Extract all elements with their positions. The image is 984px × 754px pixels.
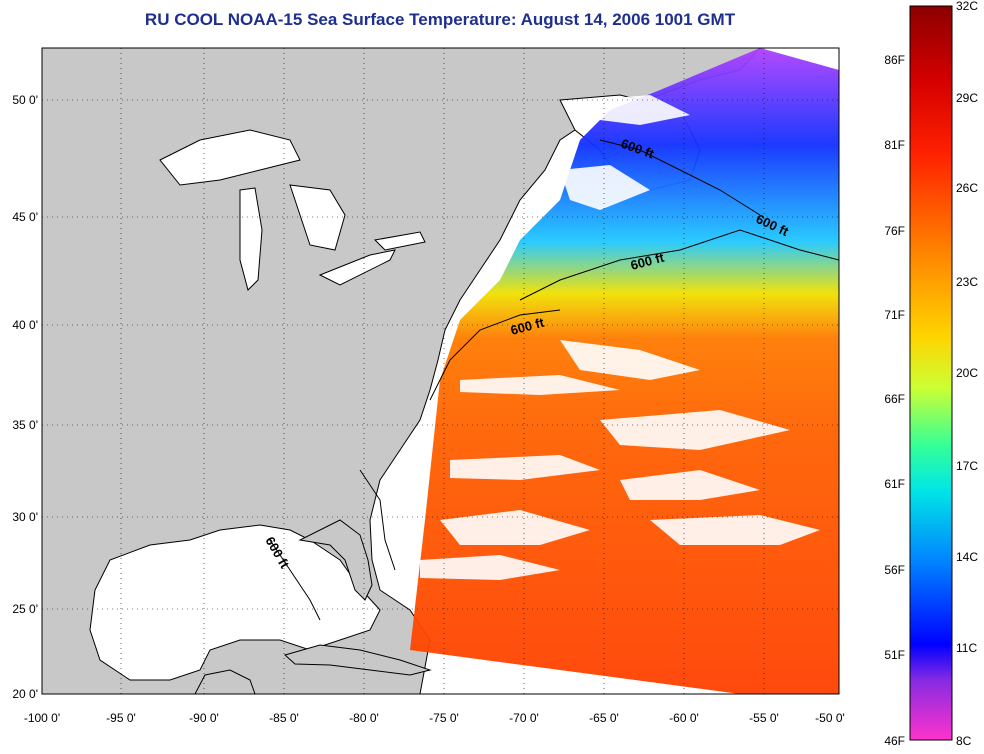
cuba [283,644,432,676]
lon-label: -80 0' [349,711,379,725]
celsius-label: 17C [956,459,978,473]
fahrenheit-label: 56F [884,563,905,577]
lat-label: 20 0' [12,687,38,701]
colorbar-fahrenheit-labels: 86F 81F 76F 71F 66F 61F 56F 51F 46F [884,53,905,748]
lake-ontario [373,231,426,251]
celsius-label: 26C [956,181,978,195]
lon-label: -60 0' [669,711,699,725]
fahrenheit-label: 81F [884,138,905,152]
latitude-labels: 50 0' 45 0' 40 0' 35 0' 30 0' 25 0' 20 0… [12,93,38,701]
lat-label: 40 0' [12,318,38,332]
lon-label: -75 0' [429,711,459,725]
temperature-colorbar [909,5,953,741]
lat-label: 25 0' [12,602,38,616]
celsius-label: 14C [956,550,978,564]
lon-label: -100 0' [24,711,60,725]
lake-michigan [239,187,263,291]
lake-huron [289,184,346,251]
lake-superior [159,129,301,186]
celsius-label: 11C [956,641,977,655]
lon-label: -85 0' [269,711,299,725]
celsius-label: 29C [956,91,978,105]
depth-contours [269,139,839,621]
fahrenheit-label: 71F [884,308,905,322]
lake-erie [318,249,396,286]
fahrenheit-label: 51F [884,648,905,662]
lat-label: 50 0' [12,93,38,107]
lon-label: -65 0' [589,711,619,725]
celsius-label: 20C [956,366,978,380]
lon-label: -90 0' [189,711,219,725]
lon-label: -55 0' [749,711,779,725]
lat-label: 30 0' [12,510,38,524]
cloud-cover [420,95,820,580]
lon-label: -95 0' [106,711,136,725]
celsius-label: 23C [956,275,978,289]
celsius-label: 8C [956,734,972,748]
lat-label: 35 0' [12,418,38,432]
lat-label: 45 0' [12,210,38,224]
fahrenheit-label: 76F [884,224,905,238]
colorbar-celsius-labels: 32C 29C 26C 23C 20C 17C 14C 11C 8C [956,0,978,748]
map-frame [41,47,840,695]
map-title: RU COOL NOAA-15 Sea Surface Temperature:… [144,10,736,29]
yucatan [194,669,256,694]
lon-label: -70 0' [509,711,539,725]
longitude-labels: -100 0' -95 0' -90 0' -85 0' -80 0' -75 … [24,711,845,725]
fahrenheit-label: 46F [884,734,905,748]
fahrenheit-label: 61F [884,477,905,491]
florida-peninsula [298,519,373,601]
celsius-label: 32C [956,0,978,13]
fahrenheit-label: 66F [884,392,905,406]
fahrenheit-label: 86F [884,53,905,67]
lon-label: -50 0' [815,711,845,725]
